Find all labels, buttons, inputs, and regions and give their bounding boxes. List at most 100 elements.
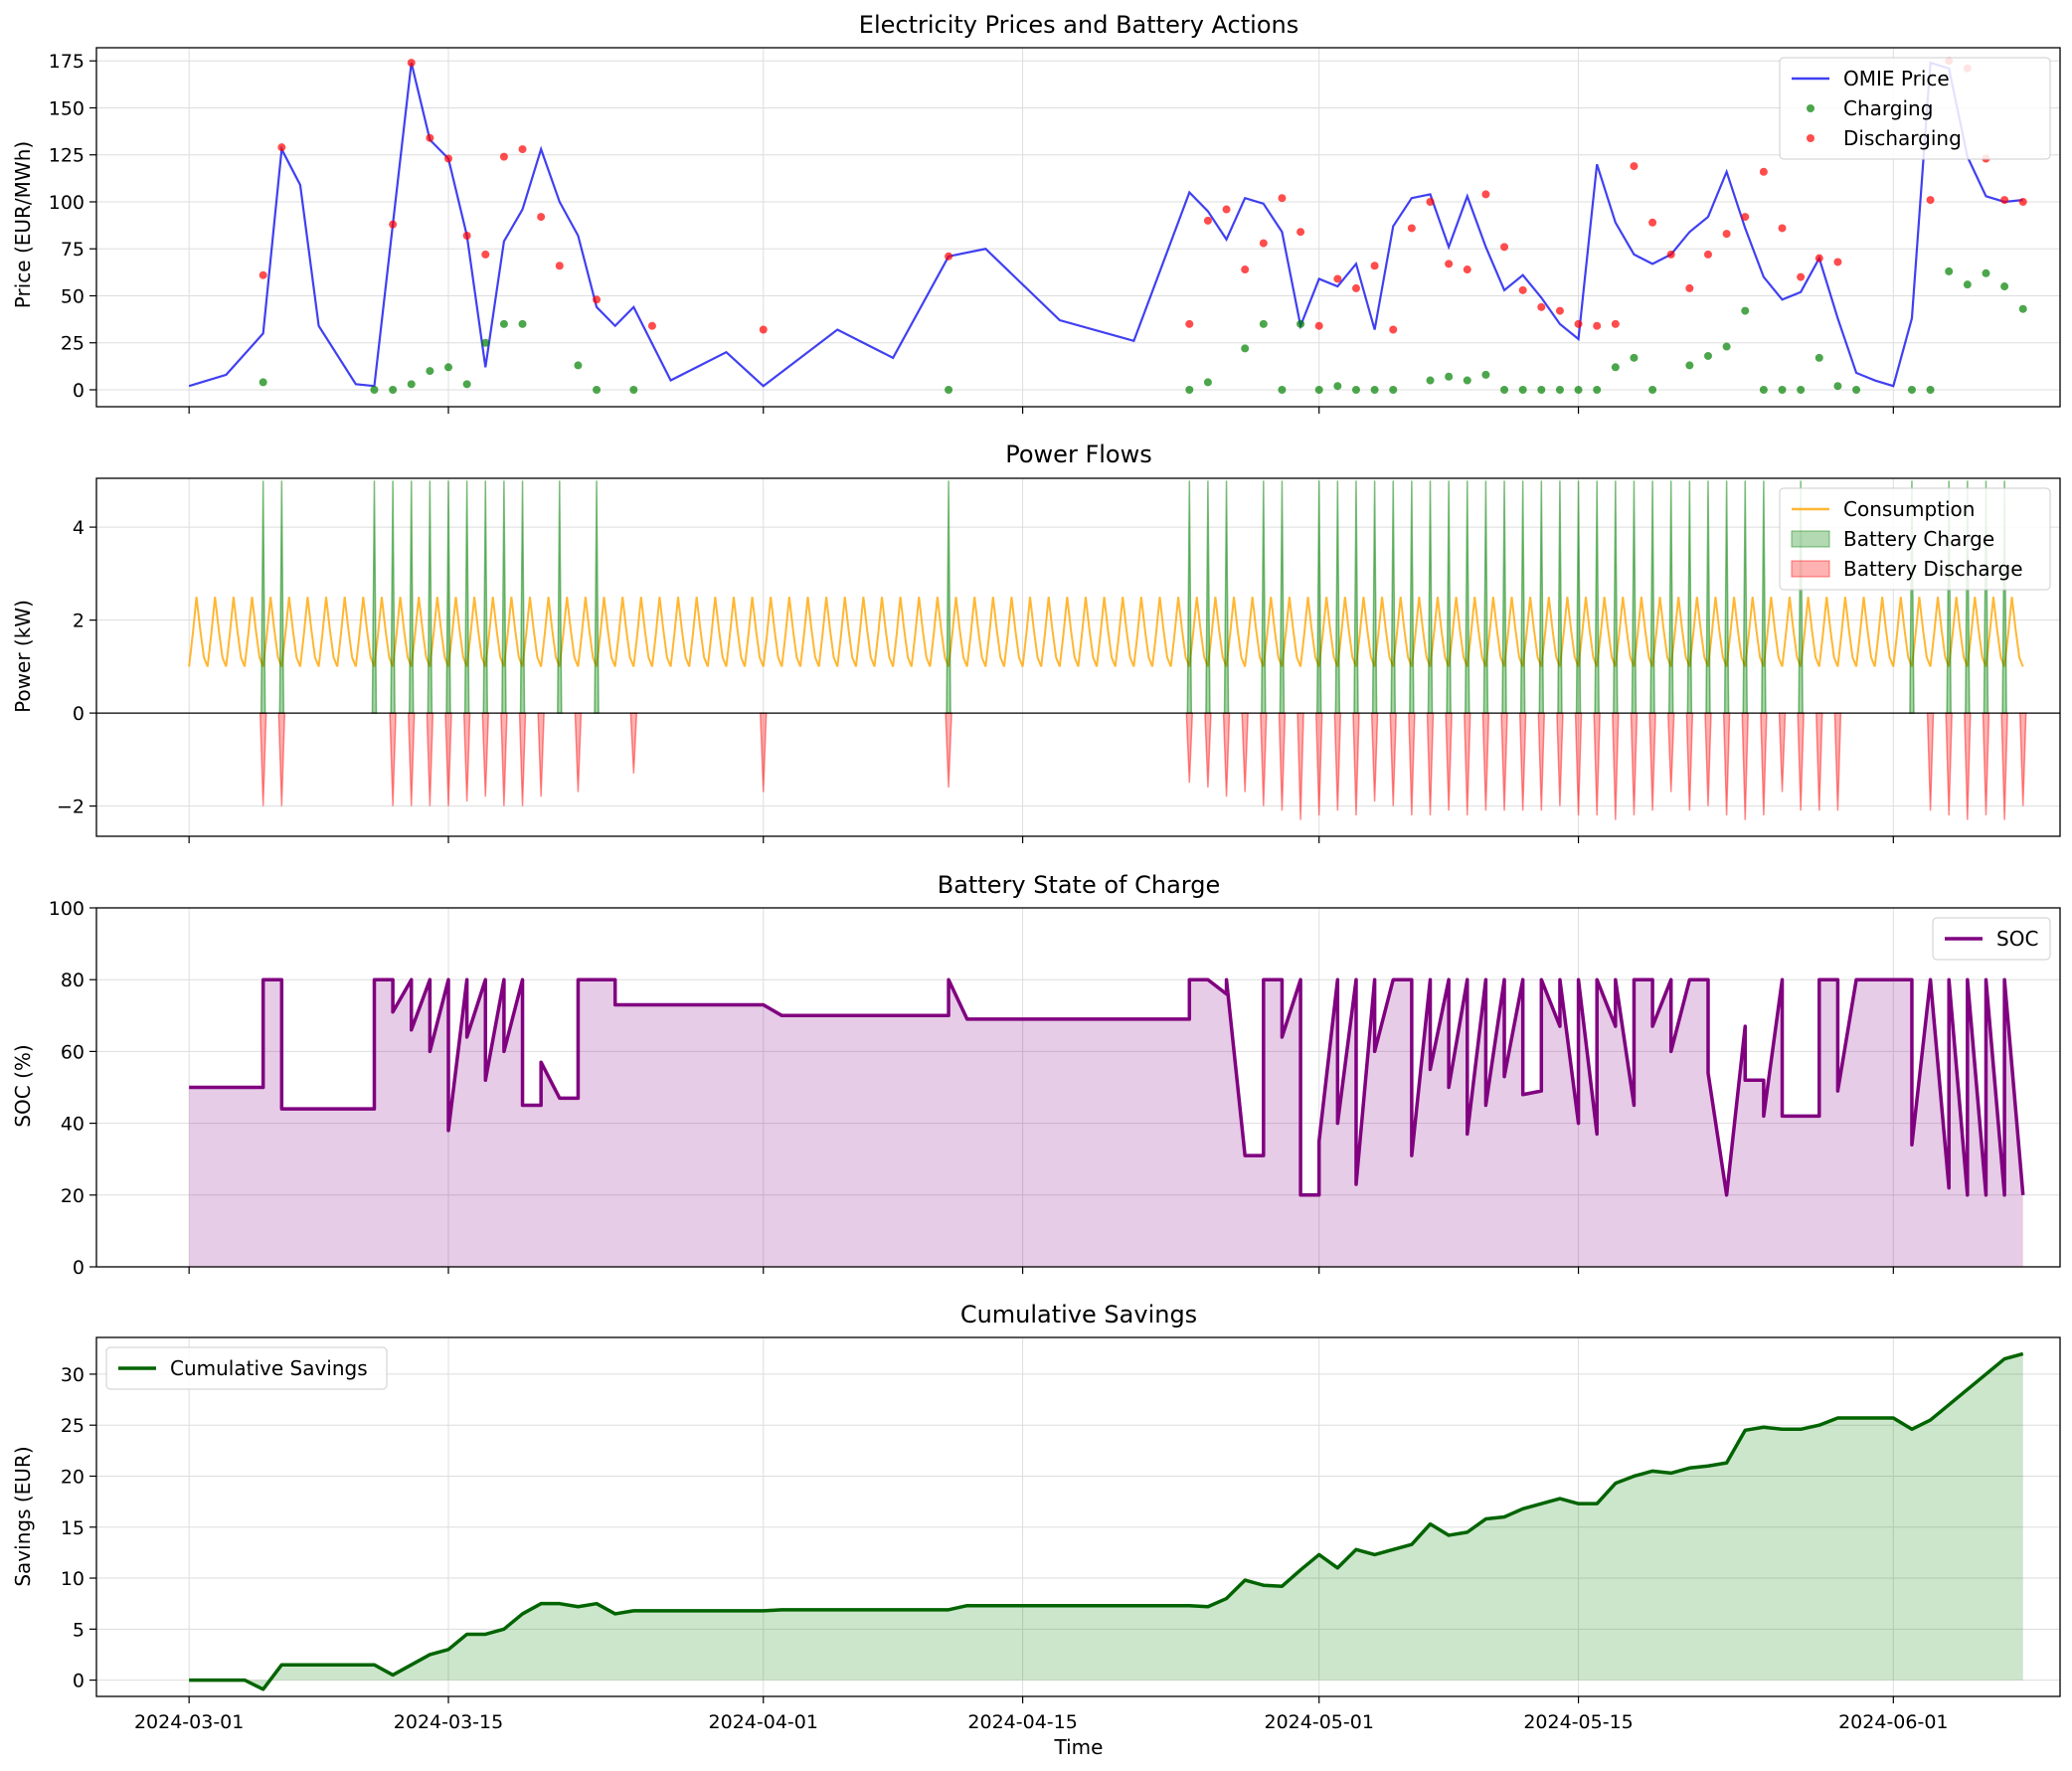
y-tick-label: 100 (49, 898, 85, 920)
discharging-point (1333, 274, 1342, 283)
charging-point (2000, 282, 2009, 291)
charging-point (481, 338, 490, 347)
y-tick-label: 0 (73, 380, 85, 402)
y-tick-label: 30 (61, 1364, 85, 1386)
discharging-point (1741, 213, 1750, 222)
x-axis-label: Time (1054, 1735, 1104, 1759)
legend-label: Battery Discharge (1843, 557, 2023, 581)
charging-point (1296, 319, 1305, 328)
y-tick-label: 0 (73, 1257, 85, 1279)
soc-y-axis-label: SOC (%) (11, 1044, 35, 1127)
charging-point (1907, 385, 1916, 394)
soc-panel: Battery State of Charge SOC (%) 0 20 40 60 8… (11, 871, 2061, 1279)
discharging-point (1537, 302, 1546, 311)
y-tick-label: 10 (61, 1568, 85, 1590)
y-tick-label: 25 (61, 333, 85, 355)
discharging-point (426, 133, 434, 142)
discharging-point (555, 262, 564, 270)
discharging-point (1630, 162, 1639, 171)
discharging-point (1185, 319, 1194, 328)
power-y-axis-label: Power (kW) (11, 600, 35, 713)
charging-point (1518, 385, 1527, 394)
soc-area-fill (189, 979, 2023, 1267)
discharging-point (518, 145, 527, 154)
y-tick-label: 25 (61, 1415, 85, 1437)
discharging-point (1389, 325, 1398, 334)
charging-point (1611, 363, 1620, 372)
discharging-point (1611, 319, 1620, 328)
charging-point (1463, 376, 1471, 385)
discharging-point (407, 59, 416, 68)
discharging-point (1370, 262, 1379, 270)
savings-series-line (189, 1351, 2024, 1691)
soc-panel-title: Battery State of Charge (938, 871, 1221, 899)
charging-point (1593, 385, 1602, 394)
charging-point (1278, 385, 1287, 394)
power-panel: Power Flows Power (kW) −2 0 2 4 Consumption B… (11, 441, 2061, 843)
y-tick-label: 125 (49, 145, 85, 167)
legend-label: Consumption (1843, 497, 1975, 521)
x-tick-label: 2024-05-01 (1265, 1711, 1374, 1733)
consumption-series-line (188, 597, 2024, 667)
charging-point (1537, 385, 1546, 394)
legend-swatch (1807, 134, 1814, 142)
charging-point (389, 385, 398, 394)
y-tick-label: 5 (73, 1619, 85, 1641)
price-y-axis-label: Price (EUR/MWh) (11, 141, 35, 308)
legend-label: SOC (1996, 927, 2038, 951)
charging-point (1852, 385, 1861, 394)
charging-point (2018, 304, 2027, 313)
discharging-point (1314, 321, 1323, 330)
charging-point (1351, 385, 1360, 394)
charging-point (259, 378, 267, 387)
x-tick-label: 2024-06-01 (1838, 1711, 1948, 1733)
plot-frame (95, 477, 2061, 837)
legend-label: Discharging (1843, 126, 1962, 150)
y-tick-label: 100 (49, 192, 85, 214)
charging-point (1703, 351, 1712, 360)
discharging-point (593, 295, 602, 304)
discharging-point (647, 321, 656, 330)
discharging-point (1445, 260, 1454, 268)
plot-frame (95, 47, 2061, 408)
discharging-point (945, 252, 953, 261)
discharging-point (277, 143, 286, 152)
discharging-point (1241, 266, 1250, 274)
charging-point (1445, 372, 1454, 381)
x-tick-label: 2024-03-15 (394, 1711, 503, 1733)
charging-point (444, 363, 453, 372)
legend-label: OMIE Price (1843, 67, 1950, 90)
charging-point (1203, 378, 1212, 387)
discharging-point (462, 232, 471, 241)
discharging-point (1426, 197, 1435, 206)
discharging-point (1593, 321, 1602, 330)
discharging-point (1814, 254, 1823, 263)
charging-point (629, 385, 638, 394)
y-tick-label: 40 (61, 1114, 85, 1136)
discharging-point (537, 213, 546, 222)
y-tick-label: 175 (49, 51, 85, 73)
charging-point (1722, 342, 1731, 351)
discharging-point (1778, 224, 1787, 233)
legend-box (1779, 57, 2051, 160)
discharging-point (1500, 243, 1509, 252)
charging-point (1500, 385, 1509, 394)
discharging-point (499, 152, 508, 161)
charging-point (1574, 385, 1583, 394)
y-tick-label: 0 (73, 1671, 85, 1692)
charging-point (518, 319, 527, 328)
charging-point (1982, 268, 1990, 277)
discharging-point (481, 250, 490, 259)
charging-point (1685, 361, 1694, 370)
discharging-point (1666, 250, 1675, 259)
charging-point (1185, 385, 1194, 394)
discharging-point (1407, 224, 1416, 233)
charging-point (1630, 353, 1639, 362)
discharging-point (1518, 285, 1527, 294)
savings-y-axis-label: Savings (EUR) (11, 1446, 35, 1586)
discharging-point (1259, 239, 1268, 248)
x-tick-label: 2024-04-15 (967, 1711, 1077, 1733)
legend-label: Battery Charge (1843, 527, 1994, 551)
discharging-point (1278, 194, 1287, 203)
